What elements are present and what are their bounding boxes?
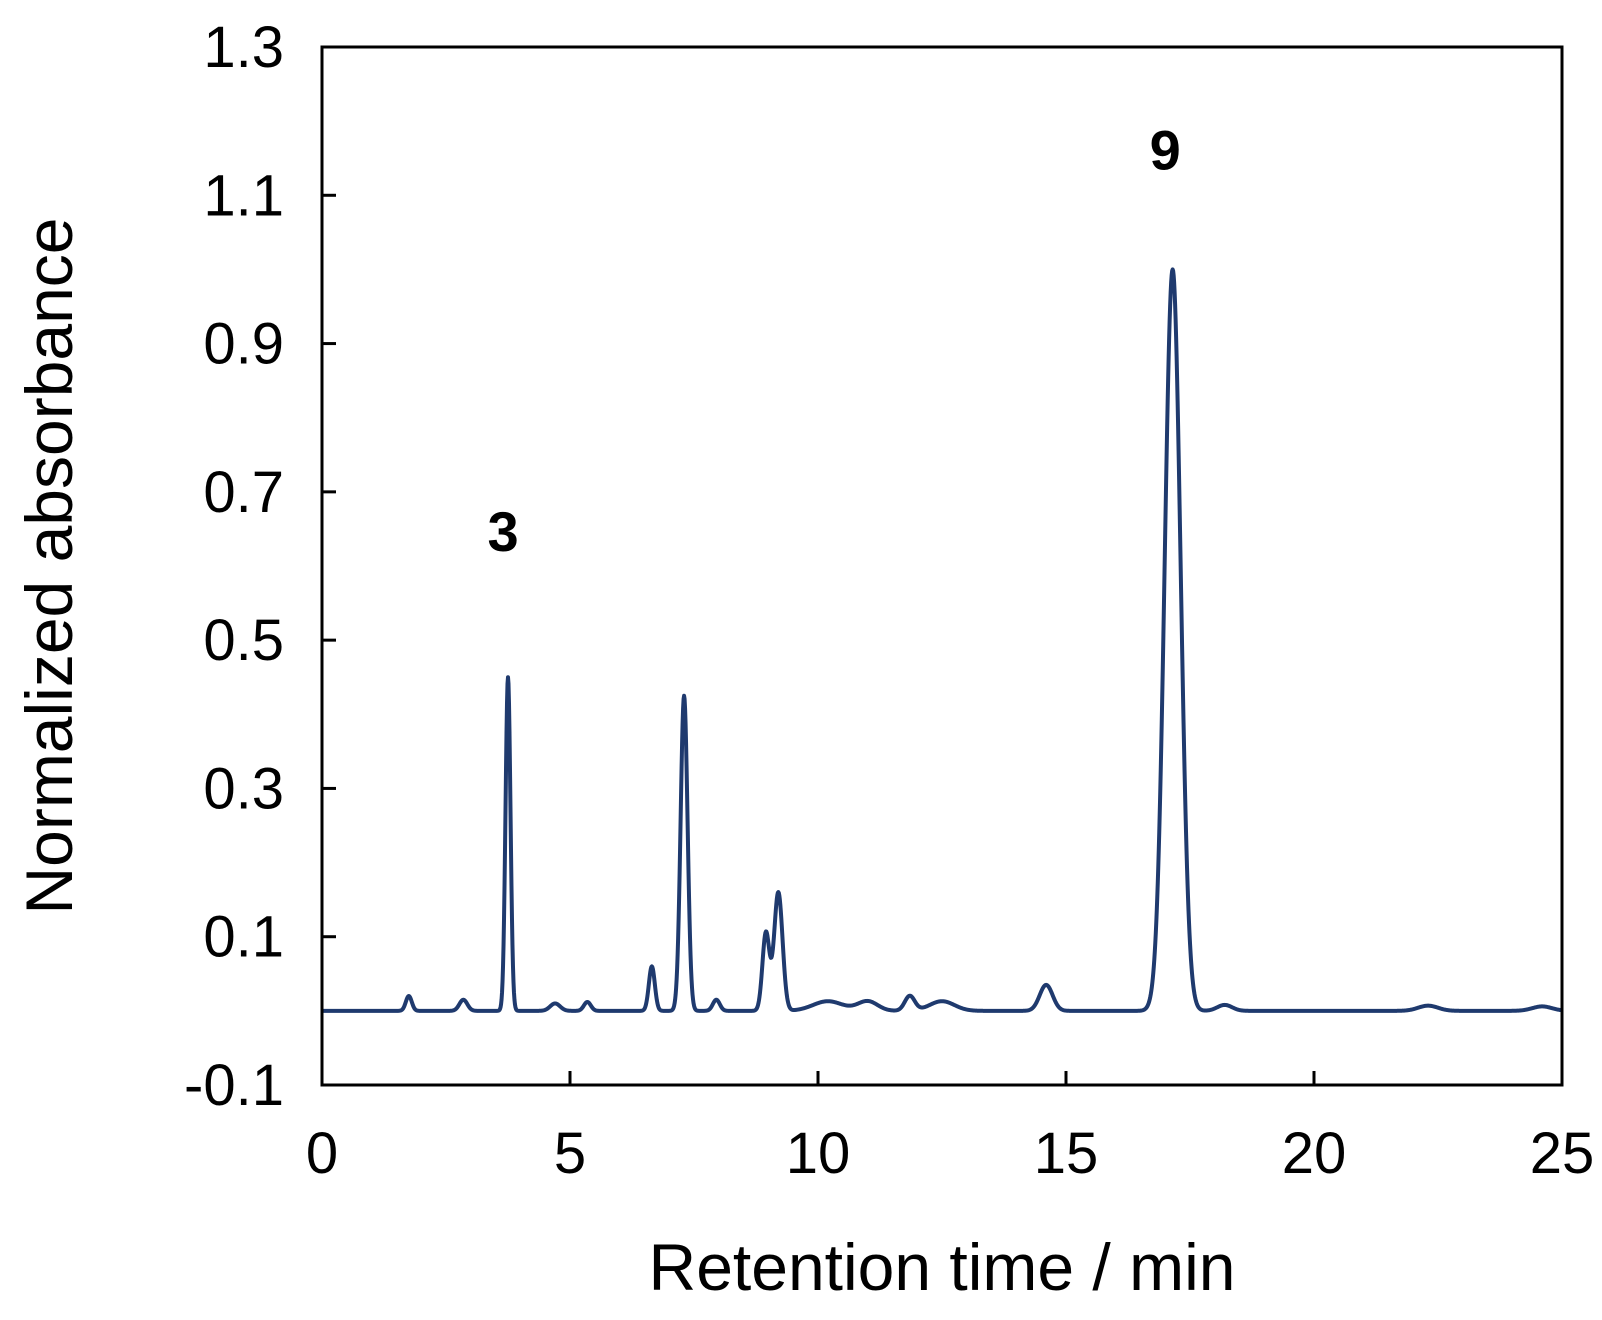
x-axis-ticks: 0 5 10 15 20 25 — [306, 1071, 1594, 1186]
y-tick-label: 0.9 — [203, 312, 284, 377]
y-tick-label: 1.3 — [203, 15, 284, 80]
x-tick-label: 10 — [786, 1121, 851, 1186]
x-tick-label: 25 — [1530, 1121, 1595, 1186]
y-tick-label: 0.3 — [203, 756, 284, 821]
y-tick-label: -0.1 — [184, 1053, 284, 1118]
plot-frame — [320, 45, 1564, 1087]
y-tick-label: 0.1 — [203, 905, 284, 970]
peak-label: 3 — [487, 500, 518, 563]
peak-label: 9 — [1150, 118, 1181, 181]
y-axis-ticks: -0.1 0.1 0.3 0.5 0.7 0.9 1.1 1.3 — [184, 15, 336, 1118]
y-tick-label: 1.1 — [203, 163, 284, 228]
absorbance-trace — [320, 267, 1564, 1013]
x-tick-label: 15 — [1034, 1121, 1099, 1186]
y-tick-label: 0.7 — [203, 460, 284, 525]
x-axis-title: Retention time / min — [649, 1230, 1236, 1304]
x-tick-label: 20 — [1282, 1121, 1347, 1186]
x-tick-label: 0 — [306, 1121, 338, 1186]
x-tick-label: 5 — [554, 1121, 586, 1186]
peak-annotations: 39 — [487, 118, 1180, 563]
y-axis-title: Normalized absorbance — [12, 217, 86, 914]
y-tick-label: 0.5 — [203, 608, 284, 673]
